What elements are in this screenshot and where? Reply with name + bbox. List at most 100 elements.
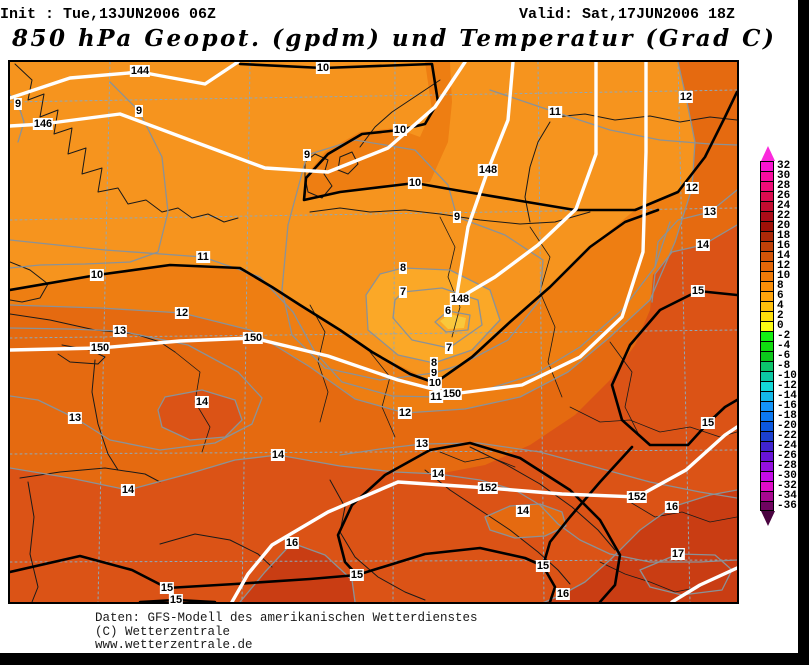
legend-tick-label: -34 — [777, 490, 797, 502]
country-border — [309, 304, 329, 423]
legend-item: 6 — [760, 291, 797, 302]
legend-swatch — [760, 231, 774, 241]
geopotential-contour — [670, 566, 737, 602]
contour-label: 146 — [32, 118, 54, 130]
legend-swatch — [760, 431, 774, 441]
contour-label: 12 — [678, 91, 694, 103]
contour-label: 11 — [196, 251, 210, 263]
isotherm-minor — [10, 221, 671, 398]
legend-arrow-up-icon — [761, 146, 775, 161]
page-title: 850 hPa Geopot. (gpdm) und Temperatur (G… — [12, 25, 777, 52]
legend-swatch — [760, 261, 774, 271]
footer-line-datasource: Daten: GFS-Modell des amerikanischen Wet… — [95, 611, 478, 625]
contour-label: 9 — [429, 367, 439, 379]
contour-label: 15 — [535, 560, 551, 572]
legend-tick-label: -24 — [777, 440, 797, 452]
contour-label: 10 — [89, 269, 105, 281]
legend-swatch — [760, 411, 774, 421]
legend-swatch — [760, 501, 774, 511]
legend-item: 32 — [760, 160, 797, 172]
fill-band-16-18-med — [240, 543, 355, 602]
legend-tick-label: -20 — [777, 420, 797, 432]
contour-label: 15 — [690, 285, 706, 297]
map-canvas — [10, 62, 737, 602]
contour-label: 150 — [242, 332, 264, 344]
legend-item: 2 — [760, 311, 797, 322]
isotherm-minor — [10, 454, 737, 563]
weather-map: 144 146 148 148 150 150 150 152 152 10 10 10 10 10 15 1… — [8, 60, 739, 606]
legend-swatch — [760, 401, 774, 411]
legend-swatch — [760, 371, 774, 381]
contour-label: 9 — [302, 149, 312, 161]
isotherm-minor — [654, 189, 737, 268]
geopotential-contour — [454, 62, 598, 302]
legend-tick-label: -18 — [777, 410, 797, 422]
footer-line-url: www.wetterzentrale.de — [95, 638, 253, 652]
legend-swatch — [760, 171, 774, 181]
contour-label: 15 — [168, 594, 184, 606]
legend-item: 10 — [760, 270, 797, 282]
isotherm-minor — [489, 89, 737, 146]
contour-label: 10 — [407, 177, 423, 189]
legend-item: 20 — [760, 221, 797, 232]
legend-tick-label: 10 — [777, 270, 791, 282]
legend-swatch — [760, 321, 774, 331]
isotherm-minor — [434, 310, 471, 333]
legend-item: 26 — [760, 191, 797, 202]
fill-po-pocket-12-14 — [485, 504, 566, 538]
contour-label: 15 — [700, 417, 716, 429]
legend-tick-label: 4 — [777, 300, 784, 312]
legend-swatch — [760, 341, 774, 351]
contour-label: 8 — [429, 357, 439, 369]
coastline — [424, 469, 571, 585]
legend-tick-label: 0 — [777, 320, 784, 332]
legend-arrow-down-icon — [761, 511, 775, 526]
contour-label: 144 — [129, 65, 151, 77]
legend-tick-label: -4 — [777, 340, 791, 352]
country-border — [629, 501, 737, 523]
legend-tick-label: -30 — [777, 470, 797, 482]
contour-label: 152 — [626, 491, 648, 503]
isotherm-minor — [651, 224, 737, 303]
coastline — [524, 121, 551, 223]
legend-item: -18 — [760, 410, 797, 422]
legend-swatch — [760, 491, 774, 501]
contour-label: 9 — [134, 105, 144, 117]
grid-line — [10, 89, 737, 103]
coastline — [309, 207, 591, 225]
legend-swatch — [760, 251, 774, 261]
isotherm-minor — [239, 542, 356, 602]
contour-label: 16 — [284, 537, 300, 549]
legend-rows: 32 30 28 26 24 22 20 18 16 14 12 10 8 6 4 2 0 -2 -4 -6 -8 -10… — [760, 160, 797, 512]
grid-line — [10, 559, 737, 563]
legend-item: -36 — [760, 501, 797, 512]
coastline — [10, 261, 49, 303]
legend-tick-label: 12 — [777, 260, 791, 272]
contour-label: 11 — [548, 106, 562, 118]
legend-item: -6 — [760, 351, 797, 362]
contour-label: 7 — [398, 286, 408, 298]
legend-item: 0 — [760, 320, 797, 332]
legend-swatch — [760, 421, 774, 431]
legend-tick-label: 14 — [777, 250, 791, 262]
country-border — [439, 216, 461, 338]
contour-label: 12 — [174, 307, 190, 319]
legend-item: 16 — [760, 241, 797, 252]
isotherm-minor — [339, 442, 737, 499]
contour-label: 14 — [194, 396, 210, 408]
legend-tick-label: -32 — [777, 480, 797, 492]
contour-label: 12 — [684, 182, 700, 194]
legend-swatch — [760, 291, 774, 301]
fill-blob-14-16-france — [158, 390, 242, 440]
legend-tick-label: 32 — [777, 160, 791, 172]
frame-bar-right — [798, 0, 809, 665]
contour-label: 10 — [315, 62, 331, 74]
contour-label: 6 — [443, 305, 453, 317]
legend-swatch — [760, 311, 774, 321]
contour-label: 150 — [89, 342, 111, 354]
legend-item: -4 — [760, 340, 797, 352]
contour-label: 13 — [67, 412, 83, 424]
contour-label: 15 — [349, 569, 365, 581]
country-border — [529, 226, 563, 398]
legend-tick-label: 30 — [777, 170, 791, 182]
